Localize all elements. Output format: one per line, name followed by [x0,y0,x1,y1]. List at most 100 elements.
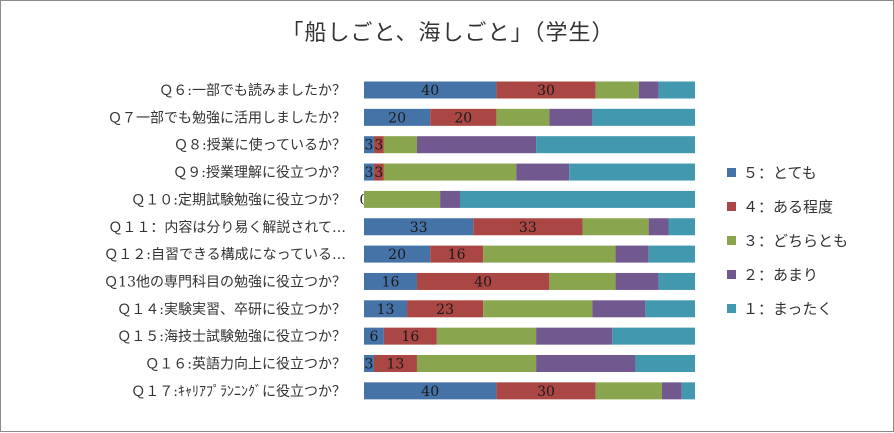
bar-segment [658,272,695,290]
bar-segment [416,272,550,290]
legend-swatch [727,202,736,211]
bar-segment [668,218,695,236]
bar-segment [549,272,616,290]
data-label: 16 [401,329,419,345]
bar-segment [582,218,649,236]
category-label: Ｑ１７:ｷｬﾘｱﾌﾟﾗﾝﾆﾝｸﾞに役立つか？ [131,384,346,400]
bar-segment [536,136,695,154]
bar-segment [615,245,649,263]
bar-segment [496,108,550,126]
bar-segment [635,355,695,372]
legend-swatch [727,304,736,313]
bar-segment [516,163,570,181]
bar-segment [364,190,441,208]
category-label: Ｑ１２:自習できる構成になっている… [104,247,346,263]
bar-segment [473,218,583,236]
category-label: Ｑ１０:定期試験勉強に役立つか？ [131,192,346,208]
legend-label: ３：どちらとも [743,232,848,250]
category-label: Ｑ１４:実験実習、卒研に役立つか？ [117,302,346,318]
bar-segment [615,272,659,290]
bar-segment [416,136,537,154]
chart-title: 「船しごと、海しごと」（学生） [281,21,615,46]
category-label: Ｑ１１：内容は分り易く解説されて… [108,219,346,236]
bar-segment [536,355,636,372]
bar-segment [364,163,374,181]
bar-segment [569,163,695,181]
legend-label: ２：あまり [743,266,818,284]
data-label: 40 [421,384,439,400]
bar-segment [648,218,669,236]
bar-segment [364,218,474,236]
bar-segment [364,81,497,99]
bar-segment [364,355,374,372]
bar-segment [436,327,537,345]
data-label: 3 [365,357,374,373]
data-label: 20 [388,247,406,263]
data-label: 33 [410,220,428,236]
data-label: 3 [374,138,383,154]
data-label: 3 [374,165,383,181]
legend-swatch [727,168,736,177]
data-label: 16 [382,274,400,290]
bar-segment [658,81,695,99]
data-label: 3 [365,165,374,181]
bar-segment [592,108,695,126]
data-label: 23 [436,302,454,318]
data-label: 30 [537,384,555,400]
category-label: Ｑ７一部でも勉強に活用しましたか？ [108,110,346,126]
data-label: 20 [388,110,406,126]
data-label: 16 [448,247,466,263]
bar-segment [373,163,384,181]
bar-segment [592,300,646,318]
bar-segment [459,190,695,208]
bar-segment [595,382,662,400]
data-label: 20 [454,110,472,126]
data-label: 13 [387,357,405,373]
bar-segment [364,327,384,345]
bar-segment [364,382,497,400]
bar-segment [430,108,497,126]
data-label: 6 [369,329,378,345]
category-label: Ｑ８:授業に使っているか？ [174,137,346,154]
category-label: Ｑ１５:海技士試験勉強に役立つか？ [117,329,346,345]
bar-segment [549,108,593,126]
data-label: 33 [519,220,537,236]
bar-segment [483,245,616,263]
legend-label: １：まったく [743,300,832,318]
bar-segment [373,136,384,154]
bar-segment [383,327,437,345]
legend-swatch [727,270,736,279]
category-label: Ｑ６:一部でも読みましたか？ [159,82,346,99]
bar-segment [648,245,695,263]
category-label: Ｑ９:授業理解に役立つか？ [173,165,346,181]
legend-swatch [727,236,736,245]
bar-segment [364,245,431,263]
bar-segment [496,382,596,400]
bar-segment [661,382,682,400]
legend-label: ４：ある程度 [743,198,833,216]
data-label: 30 [537,83,555,99]
data-label: 13 [377,302,395,318]
bar-segment [440,190,460,208]
data-label: 3 [365,138,374,154]
bar-segment [536,327,613,345]
bar-segment [407,300,484,318]
legend-label: ５：とても [743,164,817,182]
bar-segment [645,300,695,318]
bar-segment [364,108,431,126]
bar-segment [612,327,695,345]
bar-segment [430,245,484,263]
bar-segment [681,382,695,400]
category-label: Ｑ13他の専門科目の勉強に役立つか？ [104,274,346,290]
bar-segment [595,81,639,99]
bar-segment [496,81,596,99]
bar-segment [383,163,517,181]
bar-segment [416,355,537,372]
bar-segment [483,300,593,318]
bar-segment [364,300,408,318]
data-label: 40 [474,274,492,290]
data-label: 40 [421,83,439,99]
bar-segment [364,272,417,290]
